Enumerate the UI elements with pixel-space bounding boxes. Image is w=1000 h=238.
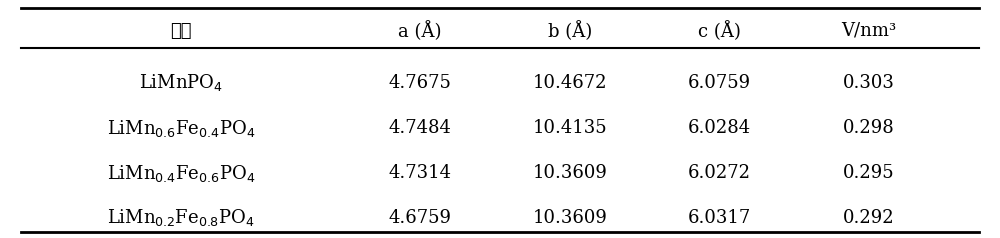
Text: 4.7314: 4.7314: [389, 164, 452, 182]
Text: 10.3609: 10.3609: [532, 209, 607, 227]
Text: 0.303: 0.303: [843, 74, 895, 92]
Text: 6.0759: 6.0759: [688, 74, 751, 92]
Text: 10.3609: 10.3609: [532, 164, 607, 182]
Text: 4.7484: 4.7484: [389, 119, 452, 137]
Text: c (Å): c (Å): [698, 21, 741, 41]
Text: b (Å): b (Å): [548, 21, 592, 41]
Text: 6.0317: 6.0317: [688, 209, 751, 227]
Text: V/nm³: V/nm³: [841, 22, 897, 40]
Text: 10.4672: 10.4672: [533, 74, 607, 92]
Text: 10.4135: 10.4135: [532, 119, 607, 137]
Text: a (Å): a (Å): [398, 21, 442, 41]
Text: LiMn$_{0.6}$Fe$_{0.4}$PO$_4$: LiMn$_{0.6}$Fe$_{0.4}$PO$_4$: [107, 118, 255, 139]
Text: 6.0284: 6.0284: [688, 119, 751, 137]
Text: LiMn$_{0.4}$Fe$_{0.6}$PO$_4$: LiMn$_{0.4}$Fe$_{0.6}$PO$_4$: [107, 163, 255, 183]
Text: 0.295: 0.295: [843, 164, 895, 182]
Text: 样品: 样品: [170, 22, 192, 40]
Text: 0.292: 0.292: [843, 209, 895, 227]
Text: LiMn$_{0.2}$Fe$_{0.8}$PO$_4$: LiMn$_{0.2}$Fe$_{0.8}$PO$_4$: [107, 207, 255, 228]
Text: LiMnPO$_4$: LiMnPO$_4$: [139, 72, 223, 93]
Text: 6.0272: 6.0272: [688, 164, 751, 182]
Text: 4.6759: 4.6759: [389, 209, 452, 227]
Text: 4.7675: 4.7675: [389, 74, 452, 92]
Text: 0.298: 0.298: [843, 119, 895, 137]
